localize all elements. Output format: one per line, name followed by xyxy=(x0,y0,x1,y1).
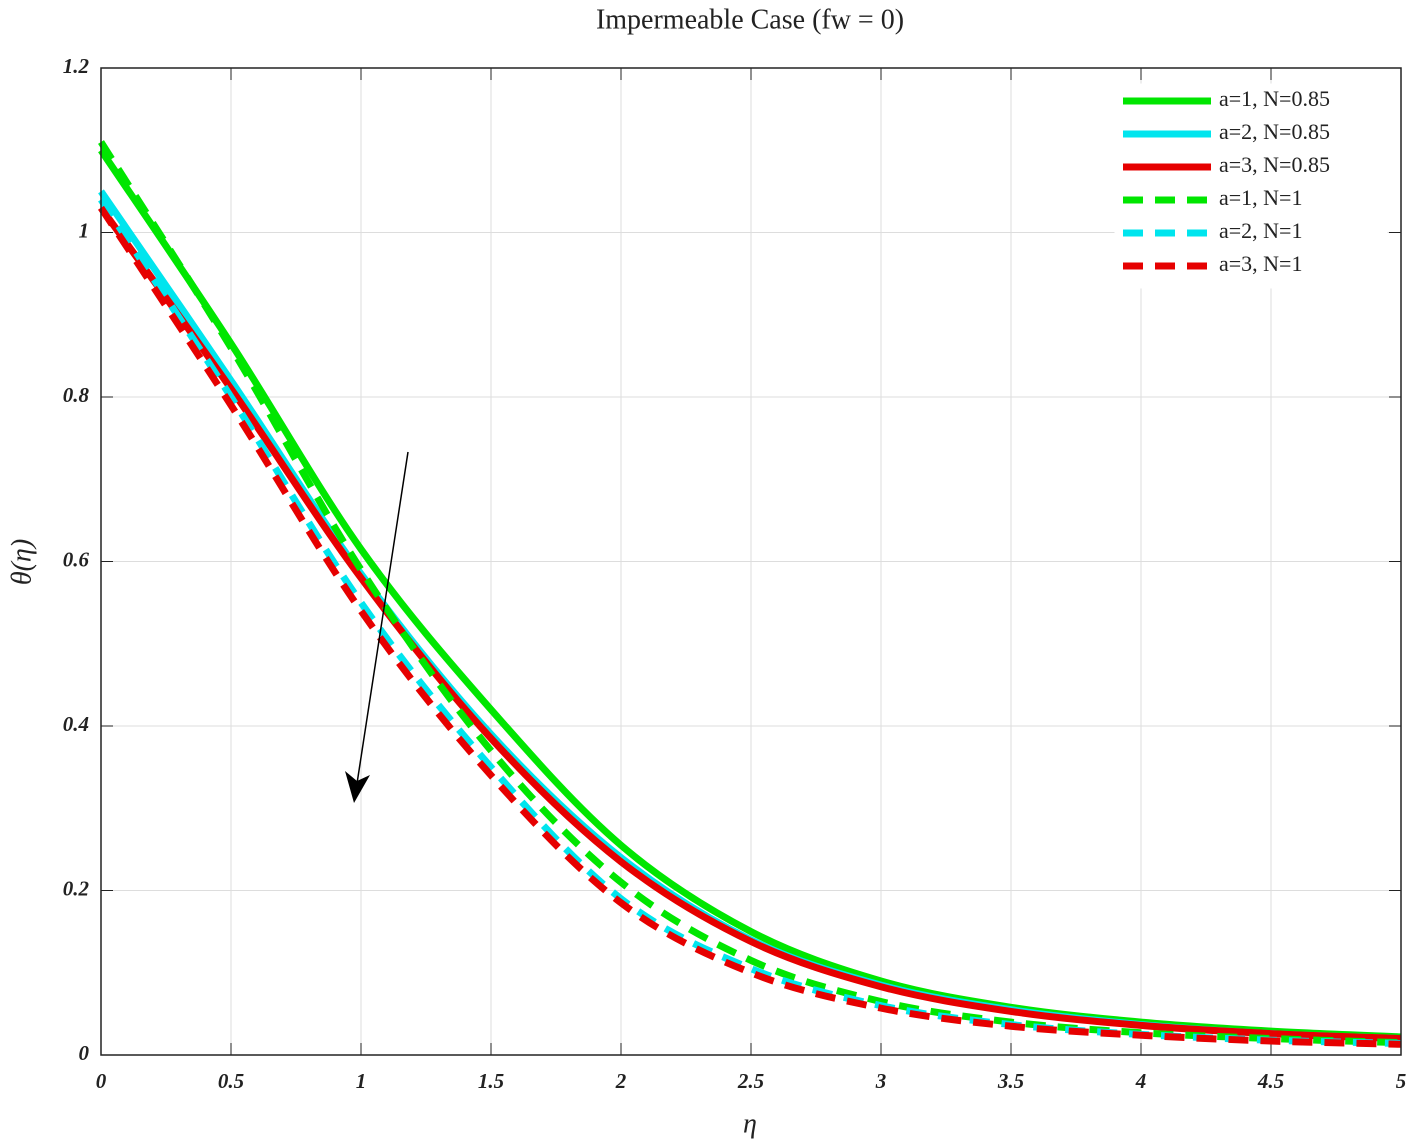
y-tick-label: 1.2 xyxy=(63,54,90,78)
x-tick-label: 1 xyxy=(356,1069,367,1093)
x-tick-label: 5 xyxy=(1396,1069,1407,1093)
legend-label: a=2, N=0.85 xyxy=(1219,119,1330,144)
x-tick-label: 2 xyxy=(615,1069,627,1093)
data-line xyxy=(98,197,1402,1047)
x-tick-label: 4 xyxy=(1135,1069,1147,1093)
y-tick-label: 1 xyxy=(79,218,90,242)
legend-label: a=3, N=1 xyxy=(1219,251,1302,276)
y-tick-label: 0.8 xyxy=(63,383,90,407)
y-tick-label: 0 xyxy=(79,1041,90,1065)
legend-box xyxy=(1114,83,1388,289)
y-tick-label: 0.2 xyxy=(63,876,90,900)
x-tick-label: 0 xyxy=(96,1069,107,1093)
chart-title: Impermeable Case (fw = 0) xyxy=(596,4,904,35)
x-tick-label: 2.5 xyxy=(737,1069,764,1093)
plot-area: 0 0.5 1 1.5 2 2.5 3 3.5 4 4.5 5 0 0.2 0.4 0.6 0.8 1 1.2 a=… xyxy=(63,54,1407,1093)
data-line xyxy=(98,205,1402,1048)
legend-label: a=3, N=0.85 xyxy=(1219,152,1330,177)
data-line xyxy=(98,140,1402,1047)
y-tick-label: 0.6 xyxy=(63,547,90,571)
plot-frame xyxy=(100,67,1402,1056)
y-axis-label: θ(η) xyxy=(6,539,37,585)
x-axis-label: η xyxy=(743,1108,757,1139)
x-tick-label: 4.5 xyxy=(1257,1069,1284,1093)
x-tick-label: 3.5 xyxy=(997,1069,1024,1093)
legend-label: a=2, N=1 xyxy=(1219,218,1302,243)
x-tick-label: 3 xyxy=(875,1069,887,1093)
x-tick-label: 1.5 xyxy=(478,1069,504,1093)
data-line xyxy=(98,205,1402,1043)
y-tick-label: 0.4 xyxy=(63,712,89,736)
arrow-shaft xyxy=(355,451,409,791)
legend-label: a=1, N=1 xyxy=(1219,185,1302,210)
legend-label: a=1, N=0.85 xyxy=(1219,86,1330,111)
x-tick-label: 0.5 xyxy=(218,1069,244,1093)
arrow-head xyxy=(345,771,370,803)
